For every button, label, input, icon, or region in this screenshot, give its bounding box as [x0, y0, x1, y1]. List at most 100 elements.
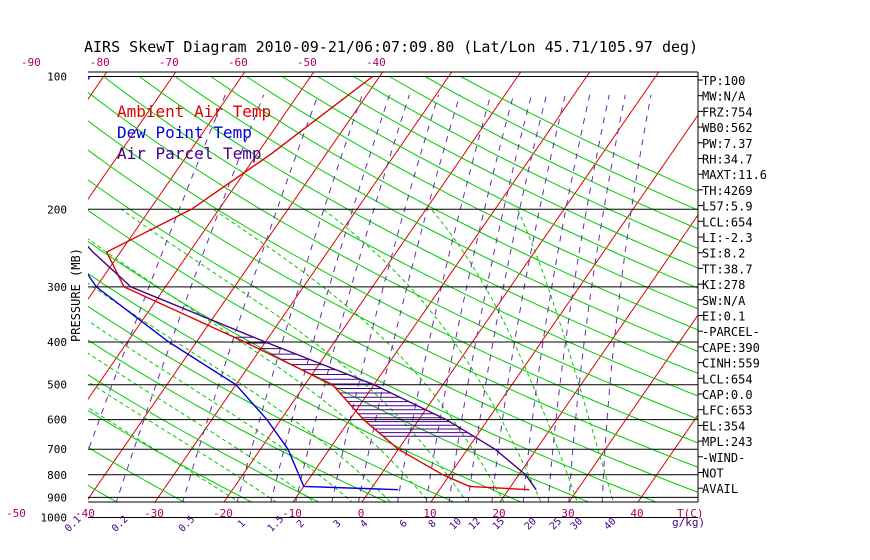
index-label: WB0:562 [702, 121, 753, 135]
isotherm-line [776, 72, 870, 502]
x-axis-label: T(C) [677, 507, 704, 520]
moist-adiabat [88, 406, 240, 502]
mixing-ratio-label: 1 [236, 518, 248, 530]
dry-adiabat [281, 76, 698, 289]
mixing-ratio-label: 12 [467, 516, 483, 532]
series-line-ambient-air-temp [105, 75, 530, 491]
mixing-ratio-label: 10 [448, 516, 464, 532]
mixing-ratio-line [115, 94, 265, 502]
isobar-lines [88, 71, 703, 518]
dry-adiabat [460, 76, 698, 193]
bottom-temp-tick-label: 10 [423, 507, 436, 520]
top-temp-tick-label: -50 [297, 56, 317, 69]
bottom-temp-tick-label: -20 [213, 507, 233, 520]
bottom-temp-tick-label: -30 [144, 507, 164, 520]
dry-adiabat [88, 91, 698, 420]
series-line-dew-point-temp [88, 76, 399, 491]
mixing-ratio-label: 6 [398, 518, 410, 530]
index-label: EI:0.1 [702, 310, 745, 324]
legend-item: Dew Point Temp [117, 123, 252, 142]
dry-adiabat [88, 179, 698, 493]
dry-adiabat [88, 272, 523, 502]
bottom-temperature-axis: -50 -40 -30 -20 -10 0 10 20 30 40 [6, 507, 644, 520]
dry-adiabat [139, 76, 698, 374]
moist-adiabat [88, 381, 277, 502]
pressure-tick-label: 200 [47, 203, 67, 216]
pressure-tick-label: 100 [47, 71, 67, 84]
mixing-ratio-line [396, 94, 492, 502]
index-label: CAPE:390 [702, 341, 760, 355]
index-label: TP:100 [702, 74, 745, 88]
series-lines [88, 75, 537, 491]
bottom-temp-tick-label: -50 [6, 507, 26, 520]
dry-adiabat [174, 76, 698, 352]
pressure-tick-label: 300 [47, 281, 67, 294]
moist-adiabat [120, 208, 468, 502]
index-label: TT:38.7 [702, 262, 753, 276]
mixing-ratio-line [425, 94, 514, 502]
mixing-ratio-line [491, 94, 566, 502]
moist-adiabat [517, 209, 614, 502]
mixing-ratio-line [270, 94, 390, 502]
pressure-tick-label: 700 [47, 443, 67, 456]
series-line-air-parcel-temp [88, 245, 537, 491]
top-temp-tick-label: -90 [21, 56, 41, 69]
index-label: EL:354 [702, 419, 745, 433]
bottom-temp-tick-label: 20 [492, 507, 505, 520]
index-label: FRZ:754 [702, 105, 753, 119]
moist-adiabat [88, 238, 430, 502]
index-label: -PARCEL- [702, 325, 760, 339]
index-label: CINH:559 [702, 357, 760, 371]
mixing-ratio-label: 8 [427, 518, 439, 530]
bottom-temp-tick-label: -40 [75, 507, 95, 520]
top-temp-tick-label: -40 [366, 56, 386, 69]
pressure-tick-label: 400 [47, 336, 67, 349]
mixing-ratio-line [357, 94, 461, 502]
dry-adiabat [103, 76, 698, 397]
moist-adiabat [88, 282, 392, 502]
pressure-tick-label: 800 [47, 469, 67, 482]
mixing-ratio-label: 2 [295, 518, 307, 530]
dry-adiabat [88, 446, 186, 502]
dry-adiabat [317, 76, 698, 269]
isotherm-line [88, 72, 177, 200]
pressure-tick-label: 900 [47, 491, 67, 504]
mixing-ratio-unit: g/kg) [672, 516, 705, 529]
dry-adiabat [88, 409, 253, 502]
legend: Ambient Air Temp Dew Point Temp Air Parcel… [117, 102, 271, 163]
top-temp-tick-label: -70 [159, 56, 179, 69]
pressure-tick-label: 1000 [41, 512, 68, 525]
dry-adiabat [88, 120, 698, 444]
index-label: -WIND- [702, 451, 745, 465]
dry-adiabat [88, 209, 658, 502]
dry-adiabat [88, 484, 118, 502]
bottom-temp-tick-label: 30 [561, 507, 574, 520]
dry-adiabat [424, 76, 698, 211]
dry-adiabat [210, 76, 698, 331]
moist-adiabat [88, 352, 315, 502]
mixing-ratio-line [522, 94, 591, 502]
index-label: NOT [702, 467, 724, 481]
pressure-tick-label: 500 [47, 379, 67, 392]
mixing-ratio-line [467, 94, 547, 502]
mixing-ratio-line [448, 94, 532, 502]
index-label: MAXT:11.6 [702, 168, 767, 182]
isotherm-line [568, 314, 698, 502]
index-label: MW:N/A [702, 90, 746, 104]
index-label: LFC:653 [702, 404, 753, 418]
mixing-ratio-line [88, 94, 226, 453]
index-label: LI:-2.3 [702, 231, 753, 245]
top-temp-tick-label: -60 [228, 56, 248, 69]
dry-adiabat [88, 305, 455, 502]
index-label: TH:4269 [702, 184, 753, 198]
bottom-temp-tick-label: 0 [358, 507, 365, 520]
mixing-ratio-label: 20 [523, 516, 539, 532]
mixing-ratio-label: 40 [602, 516, 618, 532]
pressure-tick-label: 600 [47, 414, 67, 427]
index-label: PW:7.37 [702, 137, 753, 151]
index-label: SW:N/A [702, 294, 746, 308]
index-label: KI:278 [702, 278, 745, 292]
mixing-ratio-line [547, 94, 610, 502]
dry-adiabat [88, 149, 698, 468]
